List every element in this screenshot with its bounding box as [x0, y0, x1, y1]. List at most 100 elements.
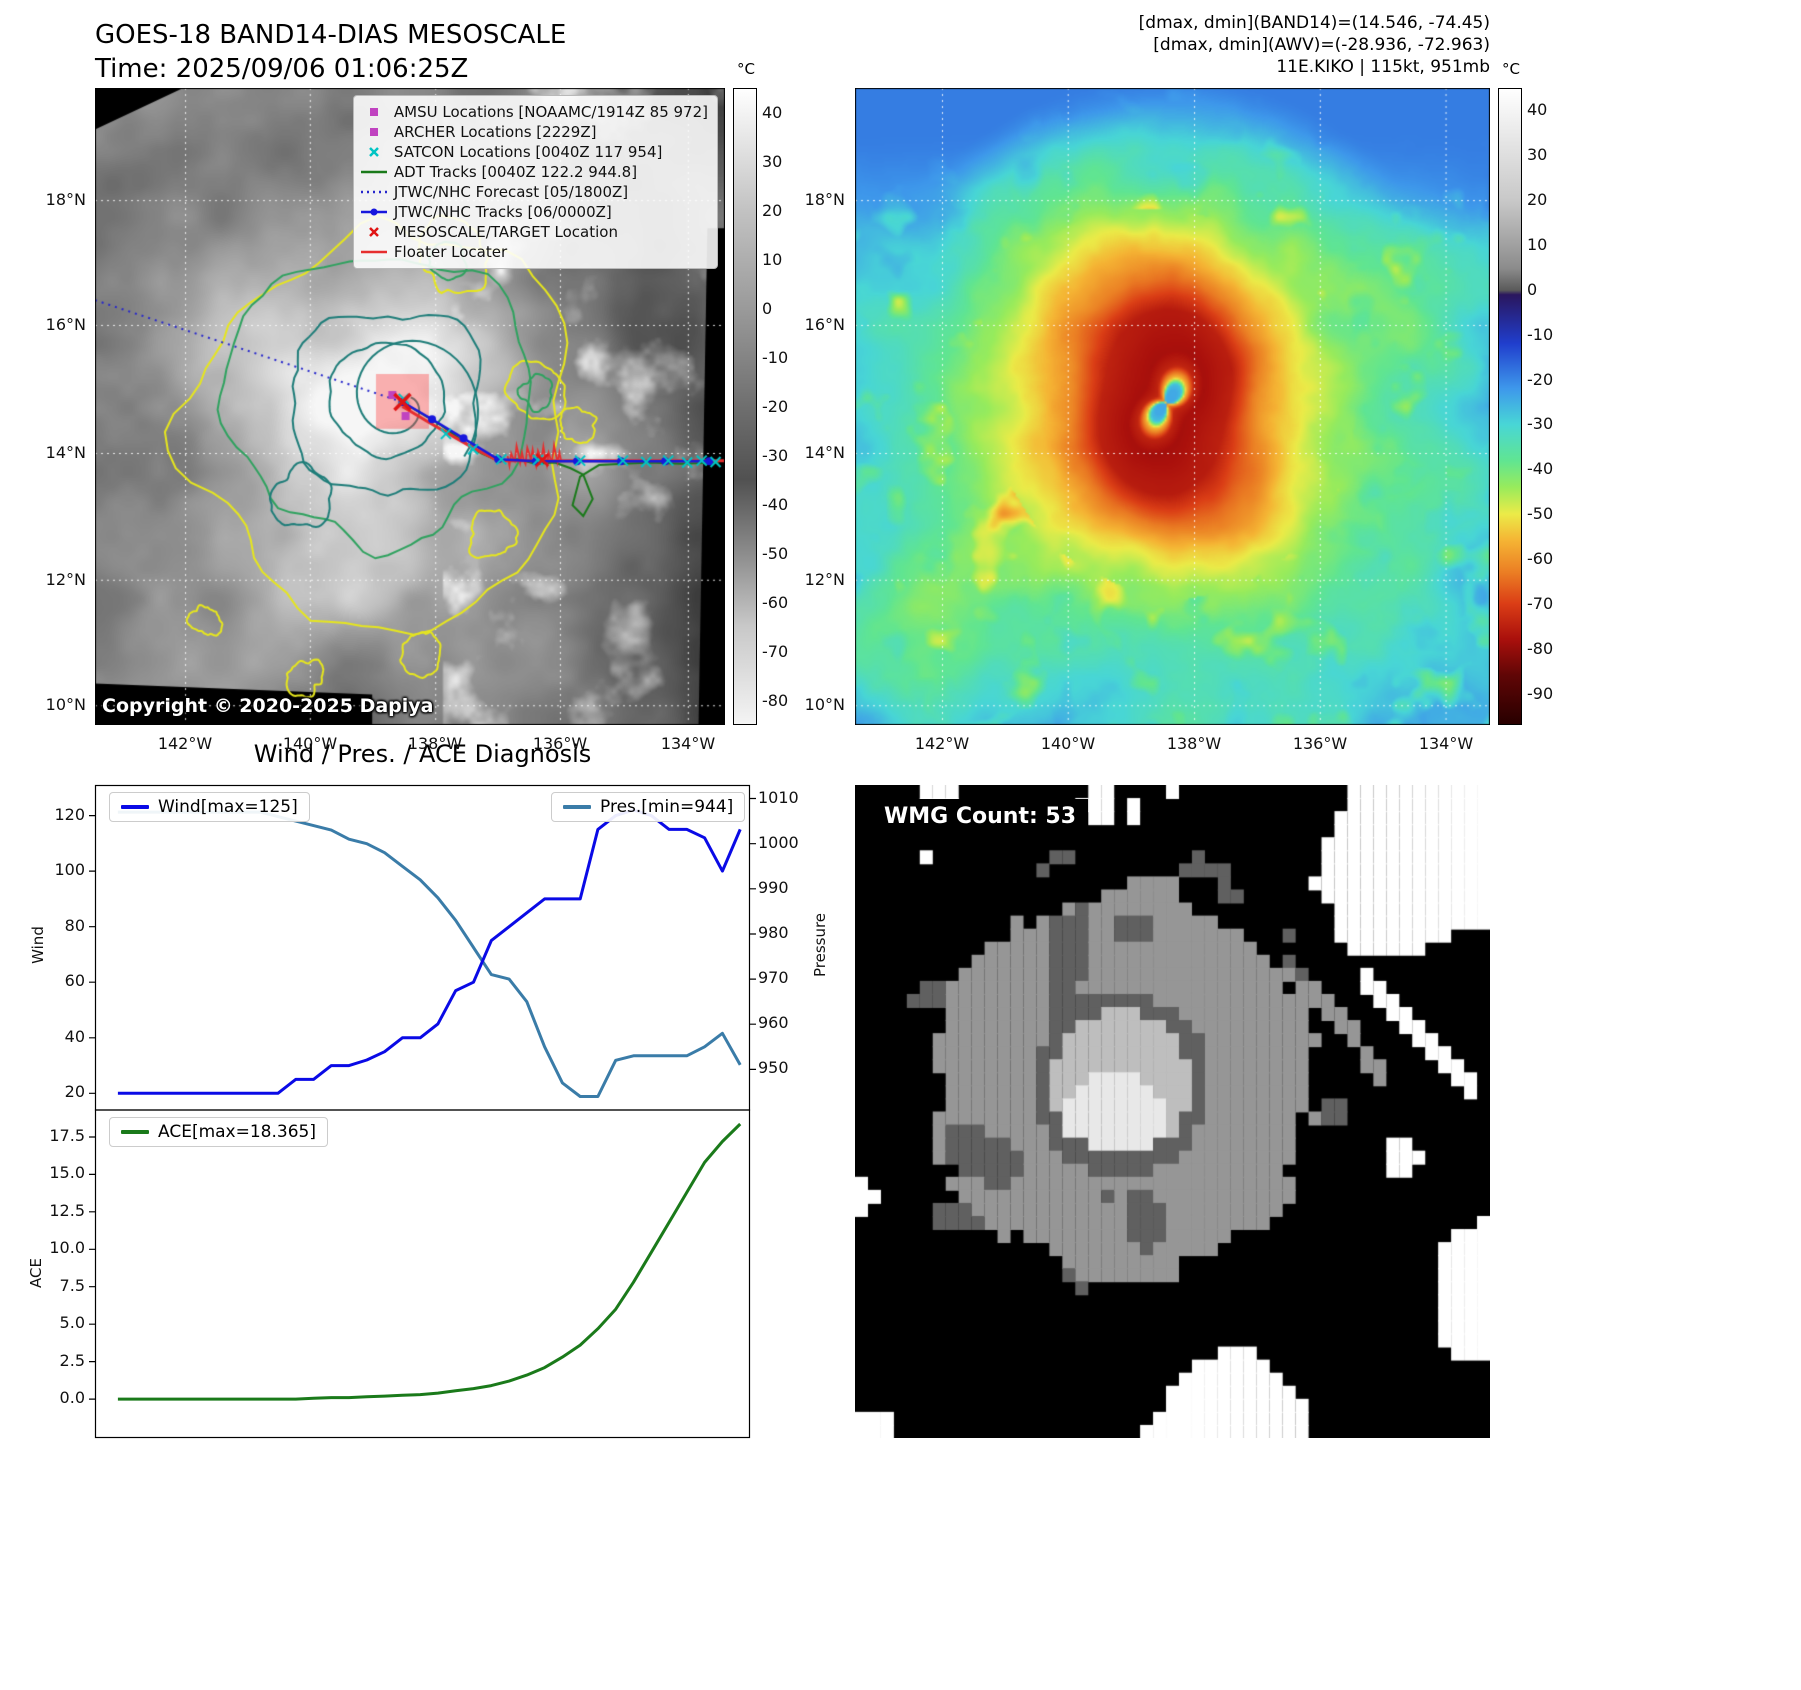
legend-item: JTWC/NHC Forecast [05/1800Z] [358, 182, 708, 202]
tr-header-dmax-awv: [dmax, dmin](AWV)=(-28.936, -72.963) [1153, 35, 1490, 55]
tr-colorbar-tick: 0 [1527, 279, 1538, 299]
legend-item: JTWC/NHC Tracks [06/0000Z] [358, 202, 708, 222]
legend-item-label: MESOSCALE/TARGET Location [393, 223, 618, 241]
tr-colorbar-tick: -10 [1527, 324, 1554, 344]
wind-line [117, 808, 742, 1095]
line-marker-marker-icon [358, 205, 390, 219]
pressure-line [117, 810, 742, 1098]
ace-legend: ACE[max=18.365] [109, 1117, 328, 1147]
tl-lon-tick: 134°W [660, 734, 716, 753]
legend-item-label: JTWC/NHC Tracks [06/0000Z] [393, 203, 612, 221]
tl-colorbar-tick: -10 [762, 347, 789, 367]
line-marker-icon [358, 245, 390, 259]
wind-pres-ace-chart [89, 784, 756, 1439]
tr-lon-tick: 138°W [1166, 734, 1222, 753]
wind-legend-label: Wind[max=125] [158, 797, 298, 817]
wmg-count-label: WMG Count: 53 [872, 799, 1089, 834]
tr-lon-tick: 142°W [914, 734, 970, 753]
tl-colorbar-tick: 0 [762, 298, 773, 318]
pressure-tick-label: 970 [758, 968, 789, 988]
tl-colorbar-tick: 20 [762, 200, 783, 220]
tr-lat-tick: 18°N [804, 190, 845, 209]
diagnosis-title: Wind / Pres. / ACE Diagnosis [253, 740, 592, 768]
tr-colorbar-tick: -30 [1527, 414, 1554, 434]
pressure-legend: Pres.[min=944] [551, 792, 746, 822]
tl-colorbar-unit: °C [737, 60, 755, 78]
ace-line-sample [121, 1130, 149, 1134]
legend-item: MESOSCALE/TARGET Location [358, 222, 708, 242]
tr-lon-tick: 140°W [1040, 734, 1096, 753]
wmg-panel [855, 785, 1490, 1438]
tl-lat-tick: 16°N [45, 315, 86, 334]
tl-lat-tick: 10°N [45, 695, 86, 714]
tl-colorbar-tick: -20 [762, 396, 789, 416]
ace-tick-label: 17.5 [49, 1125, 85, 1145]
tl-colorbar-tick: 10 [762, 249, 783, 269]
copyright-text: Copyright © 2020-2025 Dapiya [102, 695, 434, 717]
tl-lon-tick: 140°W [282, 734, 338, 753]
tl-subtitle: Time: 2025/09/06 01:06:25Z [95, 54, 469, 84]
legend-item-label: ADT Tracks [0040Z 122.2 944.8] [393, 163, 638, 181]
tr-lat-tick: 16°N [804, 315, 845, 334]
tl-colorbar-tick: -40 [762, 494, 789, 514]
pressure-tick-label: 960 [758, 1013, 789, 1033]
tl-title-block: GOES-18 BAND14-DIAS MESOSCALE Time: 2025… [95, 18, 566, 86]
pressure-tick-label: 950 [758, 1058, 789, 1078]
tr-map-panel [855, 88, 1490, 725]
wmg-image [855, 785, 1490, 1438]
ace-tick-label: 10.0 [49, 1238, 85, 1258]
square-marker-icon [358, 125, 390, 139]
legend-item: Floater Locater [358, 242, 708, 262]
legend-item-label: Floater Locater [393, 243, 508, 261]
x-marker-icon [358, 145, 390, 159]
pressure-tick-label: 1000 [758, 832, 799, 852]
pressure-tick-label: 990 [758, 877, 789, 897]
tl-colorbar-tick: -60 [762, 592, 789, 612]
tl-colorbar-tick: -50 [762, 543, 789, 563]
tr-colorbar-tick: -60 [1527, 549, 1554, 569]
wind-tick-label: 80 [64, 915, 85, 935]
tl-colorbar-tick: -70 [762, 641, 789, 661]
ace-tick-label: 0.0 [59, 1388, 85, 1408]
tl-colorbar-tick: 40 [762, 102, 783, 122]
wind-line-sample [121, 805, 149, 809]
tr-lon-tick: 136°W [1292, 734, 1348, 753]
wind-legend: Wind[max=125] [109, 792, 310, 822]
ace-tick-label: 5.0 [59, 1313, 85, 1333]
tr-colorbar-tick: -90 [1527, 683, 1554, 703]
tl-title: GOES-18 BAND14-DIAS MESOSCALE [95, 20, 567, 50]
tr-colorbar-tick: 40 [1527, 100, 1548, 120]
tr-colorbar-tick: -40 [1527, 459, 1554, 479]
dotted-marker-icon [358, 185, 390, 199]
tr-lat-tick: 12°N [804, 570, 845, 589]
tr-lat-tick: 10°N [804, 695, 845, 714]
tl-lon-tick: 136°W [532, 734, 588, 753]
pressure-legend-label: Pres.[min=944] [600, 797, 734, 817]
wind-tick-label: 100 [54, 860, 85, 880]
pressure-tick-label: 1010 [758, 787, 799, 807]
line-marker-icon [358, 165, 390, 179]
x-marker-icon [358, 225, 390, 239]
tl-lon-tick: 138°W [407, 734, 463, 753]
legend-item: AMSU Locations [NOAAMC/1914Z 85 972] [358, 102, 708, 122]
legend-item: ADT Tracks [0040Z 122.2 944.8] [358, 162, 708, 182]
legend-item-label: AMSU Locations [NOAAMC/1914Z 85 972] [393, 103, 708, 121]
tr-lon-tick: 134°W [1418, 734, 1474, 753]
legend-item: SATCON Locations [0040Z 117 954] [358, 142, 708, 162]
tl-map-legend: AMSU Locations [NOAAMC/1914Z 85 972] ARCH… [352, 95, 718, 269]
wind-tick-label: 60 [64, 971, 85, 991]
tr-colorbar-tick: 20 [1527, 190, 1548, 210]
ace-tick-label: 7.5 [59, 1275, 85, 1295]
tl-lat-tick: 14°N [45, 443, 86, 462]
tl-colorbar-tick: 30 [762, 151, 783, 171]
tr-colorbar-tick: 10 [1527, 235, 1548, 254]
tr-lat-tick: 14°N [804, 443, 845, 462]
tl-lat-tick: 12°N [45, 570, 86, 589]
pressure-axis-label: Pressure [811, 912, 829, 978]
tr-colorbar-tick: -70 [1527, 593, 1554, 613]
legend-item: ARCHER Locations [2229Z] [358, 122, 708, 142]
tl-colorbar-tick: -30 [762, 445, 789, 465]
wind-tick-label: 40 [64, 1026, 85, 1046]
tr-colorbar-unit: °C [1502, 60, 1520, 78]
